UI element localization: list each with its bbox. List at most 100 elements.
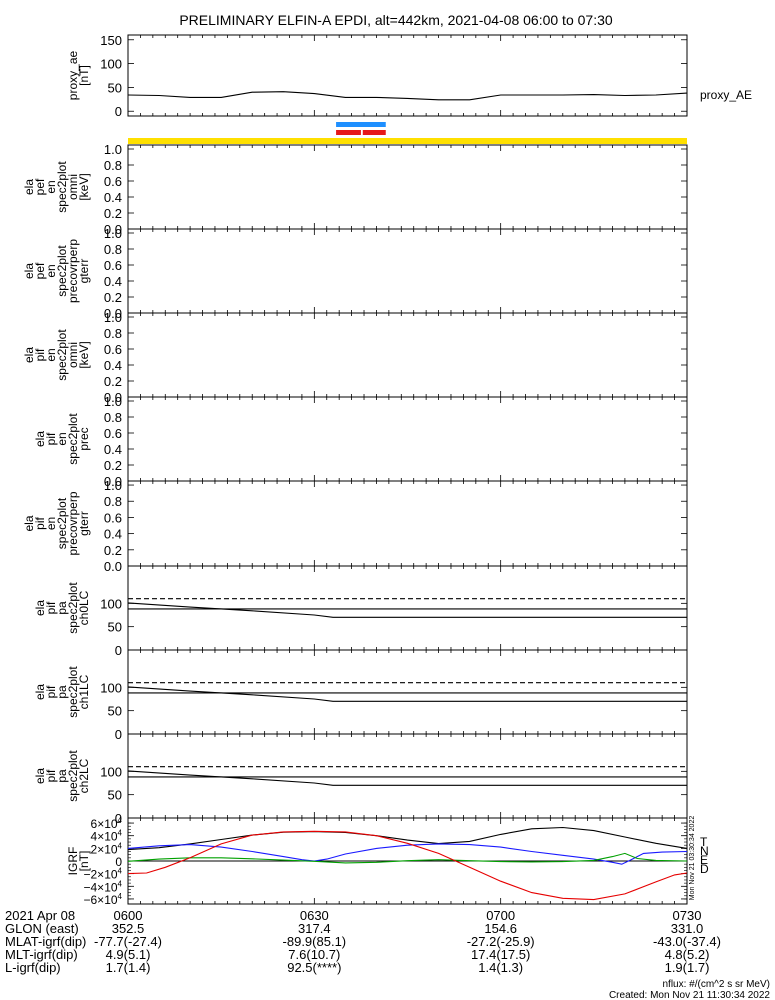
plot-title: PRELIMINARY ELFIN-A EPDI, alt=442km, 202… xyxy=(179,12,613,28)
panel-frame xyxy=(127,34,688,117)
y-tick-label: 0.4 xyxy=(104,358,122,373)
y-tick-label: 0.6 xyxy=(104,426,122,441)
y-axis-label-line: ela xyxy=(22,179,36,195)
panel-ela_pif_en_spec2plot_omni: 0.00.20.40.60.81.0 elapifenspec2plotomni[… xyxy=(22,310,688,405)
y-axis-label-line: ela xyxy=(33,684,47,700)
series-line-solid-2 xyxy=(127,770,687,786)
y-axis-label-line: en xyxy=(44,264,58,277)
y-tick-label: 0.0 xyxy=(104,390,122,405)
y-tick-label: 0.8 xyxy=(104,158,122,173)
y-tick-label: 4×104 xyxy=(91,829,123,844)
y-axis-label-line: en xyxy=(44,517,58,530)
y-tick-label: 0.2 xyxy=(104,290,122,305)
y-axis-label-line: en xyxy=(44,348,58,361)
y-tick-label: 0.0 xyxy=(104,222,122,237)
y-tick-label: 2×104 xyxy=(91,841,123,856)
y-tick-label: 1.0 xyxy=(104,226,122,241)
y-axis-label-line: [nT] xyxy=(77,65,91,86)
y-tick-mantissa: 2×10 xyxy=(91,842,118,856)
y-tick-label: 0.2 xyxy=(104,206,122,221)
y-axis-label-line: spec2plot xyxy=(55,497,69,549)
y-axis-label-line: proxy_ae xyxy=(66,50,80,100)
bottom-row-value: -89.9(85.1) xyxy=(283,934,347,949)
y-axis-label: proxy_ae[nT] xyxy=(66,50,91,100)
bottom-row-value: 1.9(1.7) xyxy=(665,960,710,975)
legend-igrf-T: T xyxy=(700,835,708,849)
series-line-T xyxy=(127,826,688,851)
y-tick-label: 0.6 xyxy=(104,258,122,273)
y-tick-label: 50 xyxy=(108,704,122,719)
y-axis-label-line: spec2plot xyxy=(55,245,69,297)
y-axis-label-line: spec2plot xyxy=(55,329,69,381)
panel-igrf: 6×1044×1042×1040−2×104−4×104−6×104IGRF[n… xyxy=(66,816,709,907)
y-axis-label-line: pif xyxy=(44,769,58,782)
y-tick-label: 0.6 xyxy=(104,342,122,357)
y-axis-label-line: ch1LC xyxy=(77,674,91,709)
y-tick-label: 0.0 xyxy=(104,474,122,489)
panel-frame xyxy=(127,396,688,482)
y-axis-label-line: ela xyxy=(22,263,36,279)
panel-frame xyxy=(127,228,688,314)
y-tick-label: 0.8 xyxy=(104,410,122,425)
bottom-row-value: 0700 xyxy=(486,908,515,923)
bottom-row-value: 0630 xyxy=(300,908,329,923)
bottom-row-value: 154.6 xyxy=(484,921,517,936)
y-tick-label: 50 xyxy=(108,620,122,635)
y-tick-label: 0 xyxy=(115,643,122,658)
y-tick-label: 1.0 xyxy=(104,310,122,325)
y-tick-exponent: 4 xyxy=(118,816,123,825)
y-tick-label: −6×104 xyxy=(84,892,123,907)
bottom-date: 2021 Apr 08 xyxy=(5,908,75,923)
y-axis-label-line: precovrperp xyxy=(66,491,80,555)
y-tick-label: 0.6 xyxy=(104,510,122,525)
legend-proxy-ae: proxy_AE xyxy=(700,88,752,102)
bottom-row-value: 331.0 xyxy=(671,921,704,936)
bottom-row-value: 352.5 xyxy=(112,921,145,936)
y-tick-label: 0 xyxy=(115,727,122,742)
bottom-axis-labels: 2021 Apr 08 0600 0630 0700 0730 GLON (east) 35… xyxy=(5,908,721,975)
bottom-row-label: MLAT-igrf(dip) xyxy=(5,934,86,949)
y-tick-label: 0.0 xyxy=(104,306,122,321)
y-tick-label: 0.2 xyxy=(104,458,122,473)
y-tick-exponent: 4 xyxy=(118,879,123,888)
red-bar-1 xyxy=(362,130,386,135)
y-tick-mantissa: 6×10 xyxy=(91,817,118,831)
bottom-row-label: GLON (east) xyxy=(5,921,79,936)
series-line-solid-2 xyxy=(127,602,687,618)
footer-units: nflux: #/(cm^2 s sr MeV) xyxy=(663,979,771,990)
y-axis-label-line: omni xyxy=(66,342,80,368)
y-axis-label: IGRF[nT] xyxy=(66,847,91,876)
bottom-row-value: 17.4(17.5) xyxy=(471,947,530,962)
panel-ela_pif_en_spec2plot_precovrperp_gterr: 0.00.20.4 0.60.81.0 elapifenspec2plotpreco… xyxy=(22,478,688,574)
y-tick-mantissa: −6×10 xyxy=(84,893,118,907)
y-tick-mantissa: 4×10 xyxy=(91,830,118,844)
yellow-strip xyxy=(128,138,687,144)
panel-frame xyxy=(127,480,688,567)
y-axis-label-line: [keV] xyxy=(77,341,91,368)
legend-igrf-E: E xyxy=(700,853,708,867)
y-tick-label: 6×104 xyxy=(91,816,123,831)
y-tick-label: 50 xyxy=(108,788,122,803)
bottom-row-value: 0730 xyxy=(673,908,702,923)
y-axis-label-line: pif xyxy=(44,432,58,445)
y-axis-label-line: en xyxy=(55,432,69,445)
y-axis-label-line: pa xyxy=(55,601,69,615)
y-axis-label-line: [nT] xyxy=(77,851,91,872)
y-axis-label-line: ch0LC xyxy=(77,590,91,625)
y-tick-label: 0 xyxy=(115,104,122,119)
y-axis-label-line: spec2plot xyxy=(66,750,80,802)
y-axis-label-line: ch2LC xyxy=(77,758,91,793)
y-axis-label-line: pif xyxy=(33,517,47,530)
y-axis-label-line: gterr xyxy=(77,259,91,284)
y-tick-label: 0.4 xyxy=(104,190,122,205)
